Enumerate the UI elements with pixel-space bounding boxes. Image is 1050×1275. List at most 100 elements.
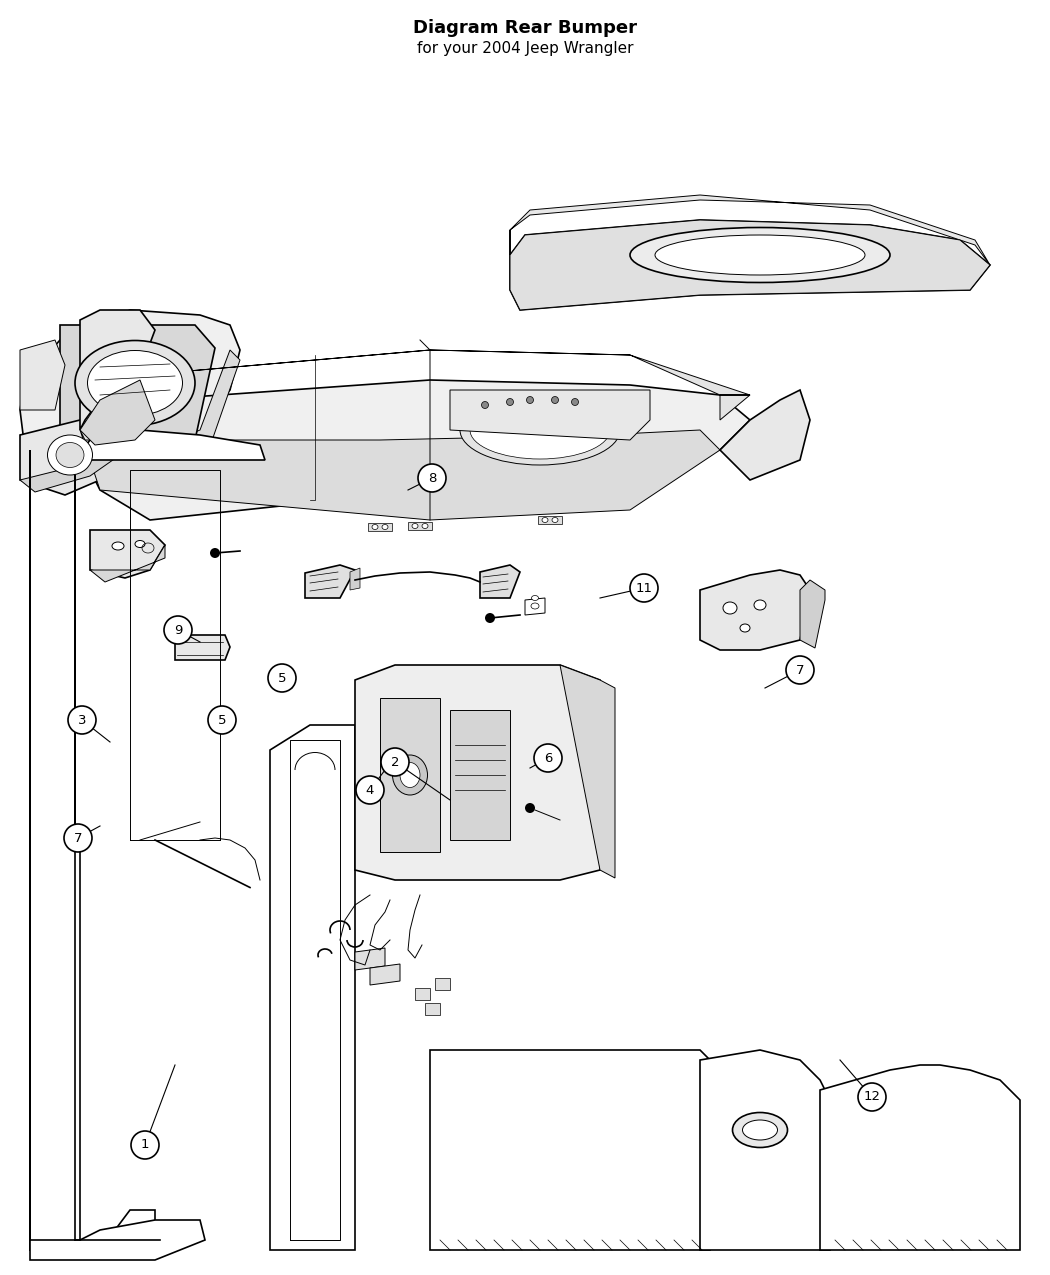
Text: 7: 7 <box>796 663 804 677</box>
Ellipse shape <box>552 518 558 523</box>
Polygon shape <box>510 221 990 310</box>
Polygon shape <box>435 978 450 989</box>
Circle shape <box>210 548 220 558</box>
Ellipse shape <box>723 602 737 615</box>
Polygon shape <box>820 1065 1020 1250</box>
Ellipse shape <box>372 524 378 529</box>
Polygon shape <box>700 1051 830 1250</box>
Circle shape <box>208 706 236 734</box>
Polygon shape <box>408 521 432 530</box>
Polygon shape <box>350 567 360 590</box>
Text: 3: 3 <box>78 714 86 727</box>
Ellipse shape <box>531 595 539 601</box>
Polygon shape <box>90 544 165 581</box>
Text: 5: 5 <box>217 714 226 727</box>
Polygon shape <box>510 221 990 310</box>
Polygon shape <box>80 380 155 445</box>
Circle shape <box>630 574 658 602</box>
Polygon shape <box>525 598 545 615</box>
Polygon shape <box>175 635 230 660</box>
Text: 1: 1 <box>141 1139 149 1151</box>
Polygon shape <box>355 666 600 880</box>
Ellipse shape <box>542 518 548 523</box>
Ellipse shape <box>733 1113 788 1148</box>
Polygon shape <box>510 195 990 265</box>
Ellipse shape <box>87 351 183 416</box>
Polygon shape <box>80 430 720 520</box>
Circle shape <box>356 776 384 805</box>
Circle shape <box>858 1082 886 1111</box>
Text: 9: 9 <box>174 623 183 636</box>
Polygon shape <box>270 725 355 1250</box>
Circle shape <box>551 397 559 403</box>
Text: 8: 8 <box>427 472 436 484</box>
Polygon shape <box>425 1003 440 1015</box>
Text: Diagram Rear Bumper: Diagram Rear Bumper <box>413 19 637 37</box>
Circle shape <box>786 657 814 683</box>
Polygon shape <box>430 1051 710 1250</box>
Circle shape <box>131 1131 159 1159</box>
Polygon shape <box>20 310 240 476</box>
Polygon shape <box>80 380 750 520</box>
Ellipse shape <box>382 524 388 529</box>
Ellipse shape <box>400 762 420 788</box>
Ellipse shape <box>630 227 890 283</box>
Circle shape <box>268 664 296 692</box>
Polygon shape <box>480 565 520 598</box>
Polygon shape <box>800 580 825 648</box>
Polygon shape <box>538 516 562 524</box>
Polygon shape <box>75 430 265 840</box>
Circle shape <box>68 706 96 734</box>
Ellipse shape <box>75 340 195 426</box>
Polygon shape <box>80 310 155 430</box>
Circle shape <box>525 803 536 813</box>
Polygon shape <box>355 949 385 970</box>
Polygon shape <box>368 523 392 530</box>
Polygon shape <box>20 450 120 492</box>
Polygon shape <box>85 351 750 419</box>
Ellipse shape <box>135 541 145 547</box>
Ellipse shape <box>460 395 620 465</box>
Ellipse shape <box>740 623 750 632</box>
Ellipse shape <box>112 542 124 550</box>
Text: 6: 6 <box>544 751 552 765</box>
Ellipse shape <box>754 601 766 609</box>
Ellipse shape <box>655 235 865 275</box>
Polygon shape <box>90 530 165 578</box>
Ellipse shape <box>412 524 418 529</box>
Ellipse shape <box>470 402 610 459</box>
Circle shape <box>485 613 495 623</box>
Circle shape <box>64 824 92 852</box>
Circle shape <box>164 616 192 644</box>
Ellipse shape <box>56 442 84 468</box>
Polygon shape <box>370 964 400 986</box>
Polygon shape <box>304 565 355 598</box>
Polygon shape <box>30 450 205 1260</box>
Ellipse shape <box>531 603 539 609</box>
Circle shape <box>482 402 488 408</box>
Circle shape <box>571 399 579 405</box>
Circle shape <box>418 464 446 492</box>
Text: 2: 2 <box>391 756 399 769</box>
Polygon shape <box>30 351 240 490</box>
Ellipse shape <box>47 435 92 476</box>
Polygon shape <box>60 325 215 440</box>
Text: 7: 7 <box>74 831 82 844</box>
Circle shape <box>381 748 410 776</box>
Text: 11: 11 <box>635 581 652 594</box>
Text: for your 2004 Jeep Wrangler: for your 2004 Jeep Wrangler <box>417 41 633 56</box>
Polygon shape <box>700 570 810 650</box>
Text: 5: 5 <box>278 672 287 685</box>
Polygon shape <box>450 390 650 440</box>
Ellipse shape <box>393 755 427 796</box>
Polygon shape <box>20 340 65 411</box>
Polygon shape <box>380 697 440 852</box>
Polygon shape <box>720 390 810 479</box>
Ellipse shape <box>422 524 428 529</box>
Polygon shape <box>20 419 120 495</box>
Polygon shape <box>560 666 615 878</box>
Circle shape <box>526 397 533 403</box>
Polygon shape <box>30 450 155 1250</box>
Polygon shape <box>415 988 430 1000</box>
Circle shape <box>506 399 513 405</box>
